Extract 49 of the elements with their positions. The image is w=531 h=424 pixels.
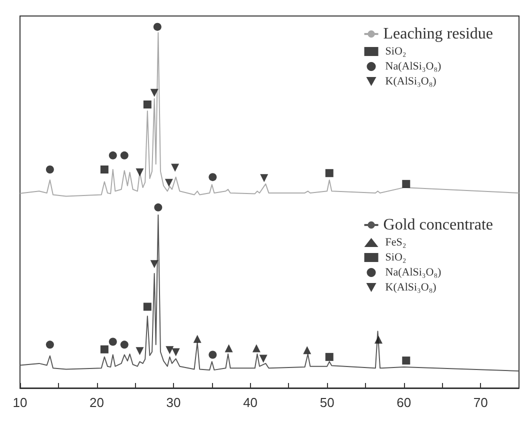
point — [171, 164, 180, 172]
legend-label: FeS₂ — [385, 236, 406, 248]
point — [108, 151, 117, 160]
point — [150, 260, 158, 268]
point — [259, 354, 268, 363]
point — [164, 178, 173, 187]
point — [154, 203, 162, 212]
point — [166, 346, 174, 354]
legend-label: K(AlSi₃O₈) — [385, 282, 437, 294]
point — [402, 180, 410, 188]
legend-label: SiO₂ — [385, 252, 406, 264]
legend-label: K(AlSi₃O₈) — [385, 76, 437, 88]
point — [252, 344, 260, 352]
point — [325, 169, 334, 178]
point — [260, 174, 268, 182]
x-tick-label: 20 — [90, 395, 104, 410]
point — [120, 340, 128, 349]
point — [136, 168, 144, 176]
x-tick-label: 70 — [473, 395, 488, 410]
x-tick-label: 60 — [396, 395, 412, 410]
x-tick-label: 50 — [320, 395, 334, 410]
point — [46, 165, 54, 174]
point — [303, 346, 312, 354]
point — [172, 348, 180, 356]
point — [150, 88, 158, 97]
legend-label: SiO₂ — [385, 46, 406, 58]
legend-label: Leaching residue — [383, 26, 494, 42]
point — [136, 347, 144, 356]
point — [402, 356, 410, 365]
point — [143, 302, 152, 311]
point — [153, 22, 162, 31]
point — [208, 350, 217, 359]
point — [143, 100, 152, 108]
point — [224, 344, 233, 352]
point — [108, 338, 117, 346]
point — [208, 173, 217, 182]
point — [120, 151, 128, 160]
x-tick-label: 40 — [243, 395, 258, 410]
point — [100, 165, 108, 174]
point — [46, 340, 54, 349]
point — [100, 345, 108, 354]
point — [193, 334, 202, 343]
legend-label: Na(AlSi₃O₈) — [385, 266, 442, 278]
legend-label: Gold concentrate — [383, 216, 494, 234]
x-tick-label: 30 — [166, 395, 181, 410]
x-tick-label: 10 — [12, 395, 28, 410]
point — [374, 336, 383, 344]
point — [325, 352, 334, 361]
legend-label: Na(AlSi₃O₈) — [385, 60, 442, 72]
